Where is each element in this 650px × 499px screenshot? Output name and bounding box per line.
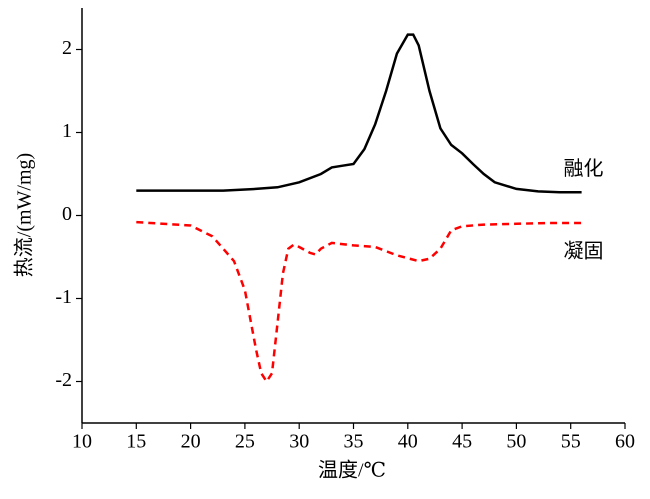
x-tick-label: 40 — [398, 431, 418, 453]
x-tick-label: 35 — [344, 431, 364, 453]
y-tick-label: 1 — [62, 120, 72, 142]
y-tick-label: -2 — [55, 369, 72, 391]
x-tick-label: 20 — [181, 431, 201, 453]
series-line — [136, 220, 582, 384]
series-line — [136, 33, 582, 194]
x-tick-label: 45 — [452, 431, 472, 453]
y-tick-label: 0 — [62, 203, 72, 225]
series-label: 凝固 — [564, 240, 604, 263]
x-tick-label: 10 — [72, 431, 92, 453]
x-axis-label: 温度/℃ — [318, 459, 386, 482]
x-tick-label: 55 — [561, 431, 581, 453]
series-label: 融化 — [564, 157, 604, 180]
y-tick-label: -1 — [55, 286, 72, 308]
x-tick-label: 50 — [506, 431, 526, 453]
x-tick-label: 60 — [615, 431, 635, 453]
y-axis-label: 热流/(mW/mg) — [13, 153, 36, 277]
y-tick-label: 2 — [62, 37, 72, 59]
x-tick-label: 25 — [235, 431, 255, 453]
x-tick-label: 15 — [126, 431, 146, 453]
x-tick-label: 30 — [289, 431, 309, 453]
